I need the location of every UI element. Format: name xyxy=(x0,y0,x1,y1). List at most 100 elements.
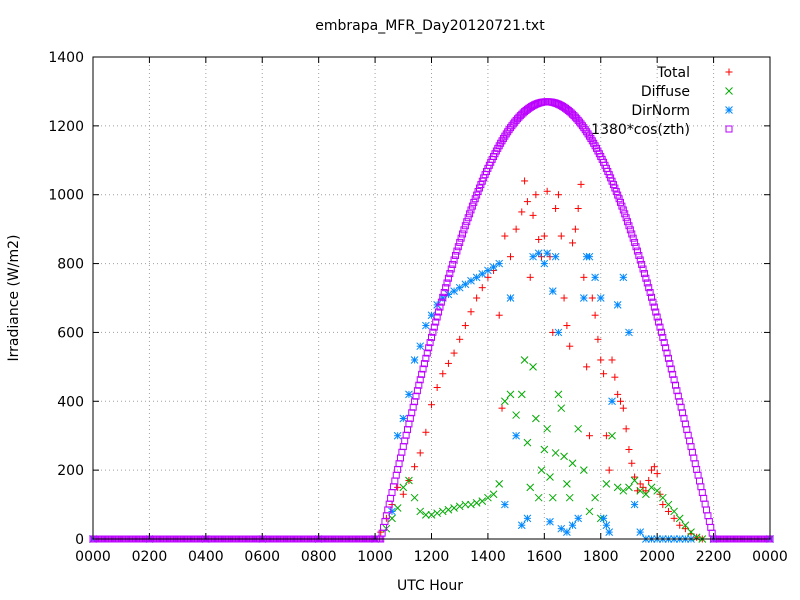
data-point xyxy=(423,349,431,357)
axis-layer: 0000 0200 0400 0600 0800 1000 1200 1400 1600 1800… xyxy=(48,50,787,565)
data-point xyxy=(512,411,520,419)
x-tick-label: 1800 xyxy=(583,549,619,565)
data-point xyxy=(626,226,634,234)
data-point xyxy=(708,529,716,537)
data-point xyxy=(526,273,534,281)
x-tick-label: 1400 xyxy=(470,549,506,565)
data-point xyxy=(666,360,674,368)
data-point xyxy=(608,431,616,440)
data-point xyxy=(464,214,472,222)
data-point xyxy=(585,432,593,440)
legend-marker xyxy=(725,106,733,114)
data-point xyxy=(388,489,396,497)
data-point xyxy=(419,365,427,373)
data-point xyxy=(658,493,667,502)
data-point xyxy=(410,356,419,364)
data-point xyxy=(410,493,419,502)
data-point xyxy=(579,294,588,302)
data-point xyxy=(520,356,529,364)
data-point xyxy=(457,234,465,242)
data-point xyxy=(501,232,509,240)
y-tick-label: 800 xyxy=(57,257,84,273)
y-tick-label: 1400 xyxy=(48,50,84,66)
data-point xyxy=(701,500,709,508)
y-tick-label: 400 xyxy=(57,394,84,410)
data-point xyxy=(402,431,410,439)
data-point xyxy=(426,339,434,347)
data-point xyxy=(560,452,568,461)
y-tick-label: 1200 xyxy=(48,119,84,135)
data-point xyxy=(643,279,651,287)
y-tick-label: 600 xyxy=(57,325,84,341)
data-point xyxy=(632,243,640,251)
data-point xyxy=(628,230,636,238)
data-point xyxy=(405,390,413,399)
legend-entry: Diffuse xyxy=(641,84,733,100)
data-point xyxy=(438,507,447,516)
data-point xyxy=(500,397,509,406)
data-point xyxy=(540,232,548,240)
data-point xyxy=(642,490,650,499)
data-point xyxy=(416,342,425,351)
data-point xyxy=(655,318,663,326)
data-point xyxy=(625,222,633,230)
data-point xyxy=(430,323,438,331)
data-point xyxy=(574,204,582,212)
data-point xyxy=(456,335,464,343)
data-point xyxy=(461,222,469,230)
chart-title: embrapa_MFR_Day20120721.txt xyxy=(315,18,545,34)
data-point xyxy=(399,443,407,451)
data-point xyxy=(389,483,397,491)
data-point xyxy=(517,521,526,530)
data-point xyxy=(568,459,577,468)
data-point xyxy=(422,511,430,519)
data-point xyxy=(691,460,699,468)
data-point xyxy=(532,414,540,423)
data-point xyxy=(444,274,452,282)
data-point xyxy=(523,438,532,447)
data-point xyxy=(506,390,515,399)
data-point xyxy=(392,471,400,479)
data-point xyxy=(560,294,568,302)
data-point xyxy=(552,204,560,212)
data-point xyxy=(393,431,402,440)
data-point xyxy=(554,390,563,399)
data-point xyxy=(401,437,409,445)
grid-layer xyxy=(93,57,770,539)
data-point xyxy=(495,259,504,268)
data-point xyxy=(619,486,628,495)
data-point xyxy=(662,344,670,352)
x-tick-label: 2200 xyxy=(696,549,732,565)
data-point xyxy=(669,370,677,378)
data-point xyxy=(664,354,672,362)
data-point xyxy=(605,528,614,536)
data-point xyxy=(630,476,639,485)
data-point xyxy=(624,218,632,226)
data-point xyxy=(670,507,678,516)
data-point xyxy=(478,497,487,505)
data-point xyxy=(411,463,419,471)
data-point xyxy=(602,480,611,488)
data-point xyxy=(523,198,531,206)
data-point xyxy=(638,260,646,268)
data-point xyxy=(537,466,546,474)
data-point xyxy=(551,449,560,457)
data-point xyxy=(399,483,408,492)
data-point xyxy=(656,323,664,331)
data-point xyxy=(467,276,475,285)
data-point xyxy=(657,328,665,336)
data-point xyxy=(399,414,408,423)
data-point xyxy=(474,188,482,196)
data-point xyxy=(707,523,715,531)
data-point xyxy=(577,180,585,188)
data-point xyxy=(673,387,681,395)
data-point xyxy=(557,232,565,240)
data-point xyxy=(659,501,667,509)
data-point xyxy=(645,476,653,484)
x-axis-label: UTC Hour xyxy=(397,578,463,594)
data-point xyxy=(563,322,571,330)
data-point xyxy=(611,373,619,381)
data-point xyxy=(608,397,616,406)
data-point xyxy=(646,288,654,296)
data-point xyxy=(460,226,468,234)
